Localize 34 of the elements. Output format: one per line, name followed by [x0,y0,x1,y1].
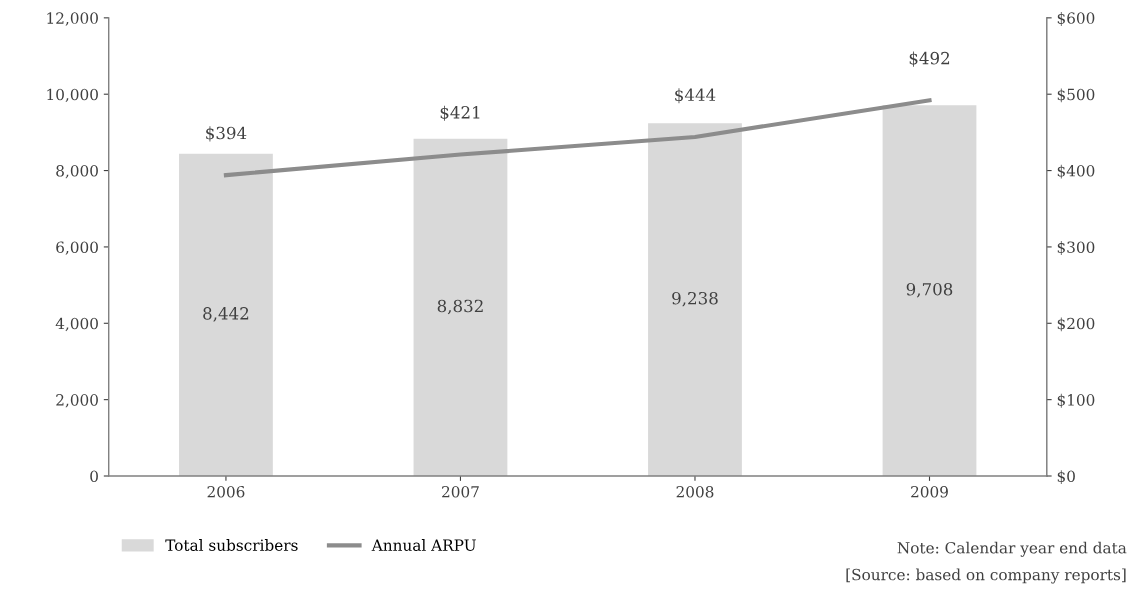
data-label: 8,442 [203,307,249,322]
bar [882,105,977,476]
y2-tick-label: $0 [1057,470,1075,485]
data-label: $394 [206,126,247,142]
legend-label: Annual ARPU [371,539,476,551]
y2-tick-label: $200 [1057,317,1095,332]
bar [413,138,508,476]
y-tick-label: 0 [90,470,98,483]
data-label: 9,238 [672,291,718,307]
x-tick-label: 2009 [911,485,948,498]
y-tick-label: 10,000 [47,88,98,103]
y2-tick-label: $300 [1057,241,1095,255]
x-tick-label: 2008 [676,485,714,498]
bar [648,123,742,476]
data-label: $492 [909,51,950,67]
text: Note: Calendar year end data [897,541,1127,557]
y2-tick-label: $100 [1057,393,1095,408]
y-tick-label: 6,000 [56,241,98,255]
x-tick-label: 2007 [442,485,479,498]
data-label: 9,708 [906,282,953,298]
bar [179,153,273,476]
text: [Source: based on company reports] [846,568,1126,584]
data-label: 8,832 [437,299,483,315]
data-label: $444 [675,88,716,104]
y2-tick-label: $400 [1057,164,1095,179]
y-tick-label: 4,000 [55,317,98,332]
legend-label: Total subscribers [165,539,298,551]
x-tick-label: 2006 [207,485,245,498]
y-tick-label: 12,000 [47,12,98,26]
y-tick-label: 8,000 [56,165,98,179]
data-label: $421 [440,105,480,121]
y2-tick-label: $600 [1057,12,1095,26]
y-tick-label: 2,000 [56,394,98,408]
y2-tick-label: $500 [1057,88,1095,103]
